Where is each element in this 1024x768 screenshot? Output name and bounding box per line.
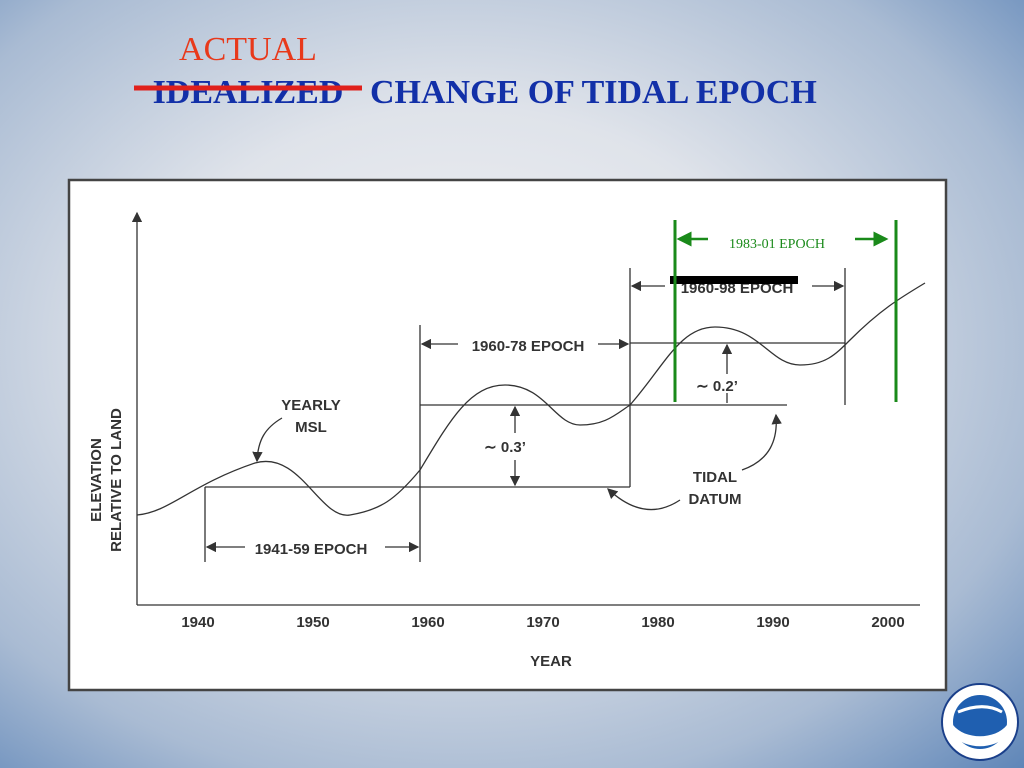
title-correction: ACTUAL [179, 31, 317, 68]
title-rest: CHANGE OF TIDAL EPOCH [370, 74, 817, 111]
title-struck: IDEALIZED [153, 74, 344, 111]
x-tick-label: 1940 [181, 614, 214, 631]
datum-label: DATUM [688, 491, 741, 508]
x-tick-label: 1960 [411, 614, 444, 631]
x-label: YEAR [530, 653, 572, 670]
y-label: RELATIVE TO LAND [108, 408, 125, 552]
arrow [607, 488, 681, 511]
datum-label: TIDAL [693, 469, 737, 486]
x-tick-label: 1950 [296, 614, 329, 631]
redaction-bar [670, 276, 798, 284]
x-tick-label: 1970 [526, 614, 559, 631]
offset-label: ∼ 0.2’ [696, 378, 738, 395]
epoch-label: 1941-59 EPOCH [255, 541, 368, 558]
y-label: ELEVATION [88, 438, 105, 522]
x-ticks: 1940 1950 1960 1970 1980 1990 2000 [181, 614, 904, 631]
new-epoch-label: 1983-01 EPOCH [729, 237, 825, 252]
curve-label: MSL [295, 419, 327, 436]
arrow [741, 413, 782, 471]
offset-label: ∼ 0.3’ [484, 439, 526, 456]
x-tick-label: 2000 [871, 614, 904, 631]
msl-curve [136, 282, 926, 516]
noaa-logo [941, 683, 1019, 761]
epoch-label-struck: 1960-98 EPOCH [681, 280, 794, 297]
arrow [252, 417, 283, 463]
x-tick-label: 1990 [756, 614, 789, 631]
x-tick-label: 1980 [641, 614, 674, 631]
curve-label: YEARLY [281, 397, 340, 414]
epoch-label: 1960-78 EPOCH [472, 338, 585, 355]
